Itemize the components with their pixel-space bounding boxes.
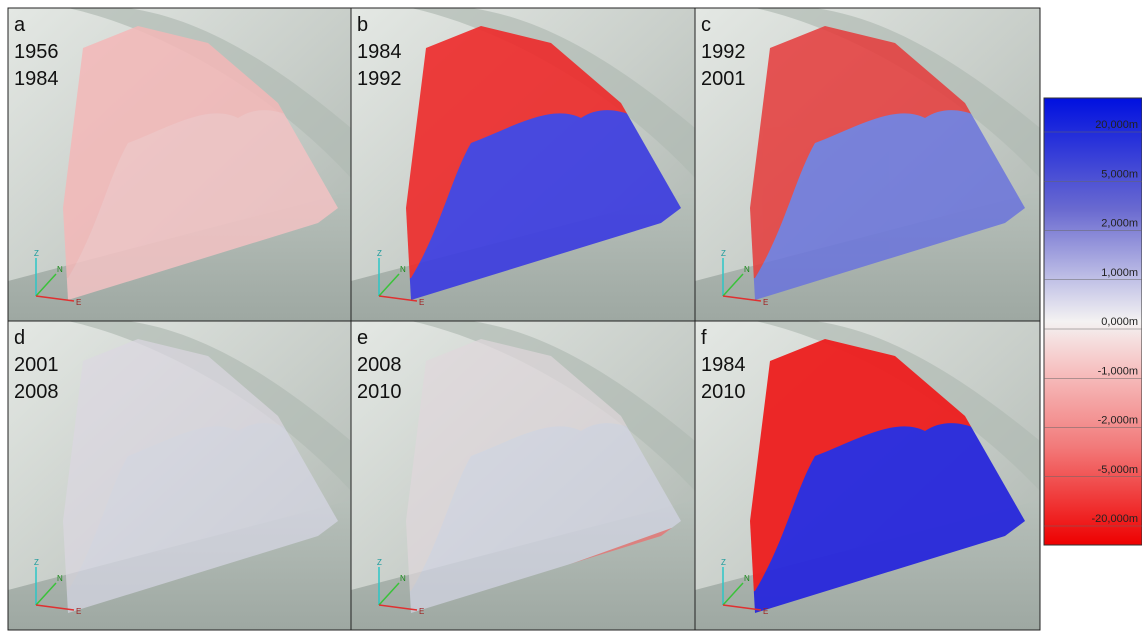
color-legend: 20,000m 5,000m 2,000m 1,000m 0,000m -1,000m -2…	[1044, 98, 1142, 545]
year-end: 2001	[701, 68, 746, 90]
legend-label: 2,000m	[1101, 218, 1138, 230]
year-end: 1992	[357, 68, 402, 90]
axis-label: E	[419, 607, 424, 616]
panel: a 1956 1984 Z N E	[8, 8, 351, 321]
legend-label: 1,000m	[1101, 267, 1138, 279]
axis-label: N	[400, 265, 406, 274]
axis-label: N	[400, 574, 406, 583]
panel: e 2008 2010 Z N E	[351, 321, 695, 630]
year-start: 2001	[14, 354, 59, 376]
figure: a 1956 1984 Z N Eb 1984 1992 Z N Ec 1992 2001 Z N Ed 200…	[0, 0, 1142, 631]
panel-letter: f	[701, 327, 707, 349]
axis-label: E	[419, 298, 424, 307]
panel-letter: c	[701, 14, 711, 36]
year-start: 1992	[701, 41, 746, 63]
axis-label: Z	[34, 558, 39, 567]
axis-label: Z	[721, 249, 726, 258]
year-end: 2010	[701, 381, 746, 403]
year-start: 1984	[701, 354, 746, 376]
year-start: 2008	[357, 354, 402, 376]
axis-label: E	[763, 607, 768, 616]
axis-label: Z	[377, 558, 382, 567]
legend-label: -20,000m	[1092, 513, 1138, 525]
axis-label: N	[744, 574, 750, 583]
legend-label: -2,000m	[1098, 415, 1138, 427]
legend-label: -1,000m	[1098, 365, 1138, 377]
legend-label: 0,000m	[1101, 316, 1138, 328]
panel: c 1992 2001 Z N E	[695, 8, 1040, 321]
panel-letter: a	[14, 14, 26, 36]
year-start: 1956	[14, 41, 59, 63]
axis-label: N	[744, 265, 750, 274]
year-end: 1984	[14, 68, 59, 90]
axis-label: Z	[721, 558, 726, 567]
panel-letter: b	[357, 14, 368, 36]
axis-label: N	[57, 574, 63, 583]
axis-label: E	[763, 298, 768, 307]
legend-label: 5,000m	[1101, 168, 1138, 180]
axis-label: N	[57, 265, 63, 274]
axis-label: E	[76, 607, 81, 616]
axis-label: Z	[377, 249, 382, 258]
axis-label: Z	[34, 249, 39, 258]
panel: b 1984 1992 Z N E	[351, 8, 695, 321]
panel-letter: d	[14, 327, 25, 349]
panel: f 1984 2010 Z N E	[695, 321, 1040, 630]
panel: d 2001 2008 Z N E	[8, 321, 351, 630]
year-end: 2008	[14, 381, 59, 403]
year-start: 1984	[357, 41, 402, 63]
year-end: 2010	[357, 381, 402, 403]
legend-label: 20,000m	[1095, 119, 1138, 131]
axis-label: E	[76, 298, 81, 307]
panel-letter: e	[357, 327, 368, 349]
legend-label: -5,000m	[1098, 464, 1138, 476]
